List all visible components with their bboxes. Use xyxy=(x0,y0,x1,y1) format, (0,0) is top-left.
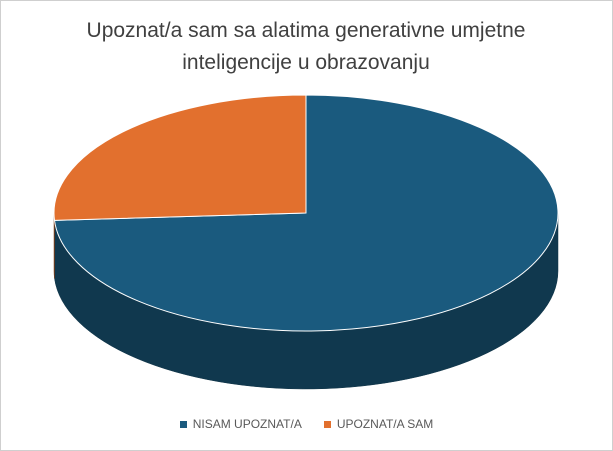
legend-label: UPOZNAT/A SAM xyxy=(336,417,434,431)
legend-label: NISAM UPOZNAT/A xyxy=(192,417,302,431)
legend-item: UPOZNAT/A SAM xyxy=(323,417,434,431)
chart-title: Upoznat/a sam sa alatima generativne umj… xyxy=(86,19,526,74)
legend-swatch xyxy=(179,420,187,428)
legend-swatch xyxy=(323,420,331,428)
slice xyxy=(53,94,307,221)
legend-item: NISAM UPOZNAT/A xyxy=(179,417,302,431)
legend: NISAM UPOZNAT/A UPOZNAT/A SAM xyxy=(1,417,612,431)
